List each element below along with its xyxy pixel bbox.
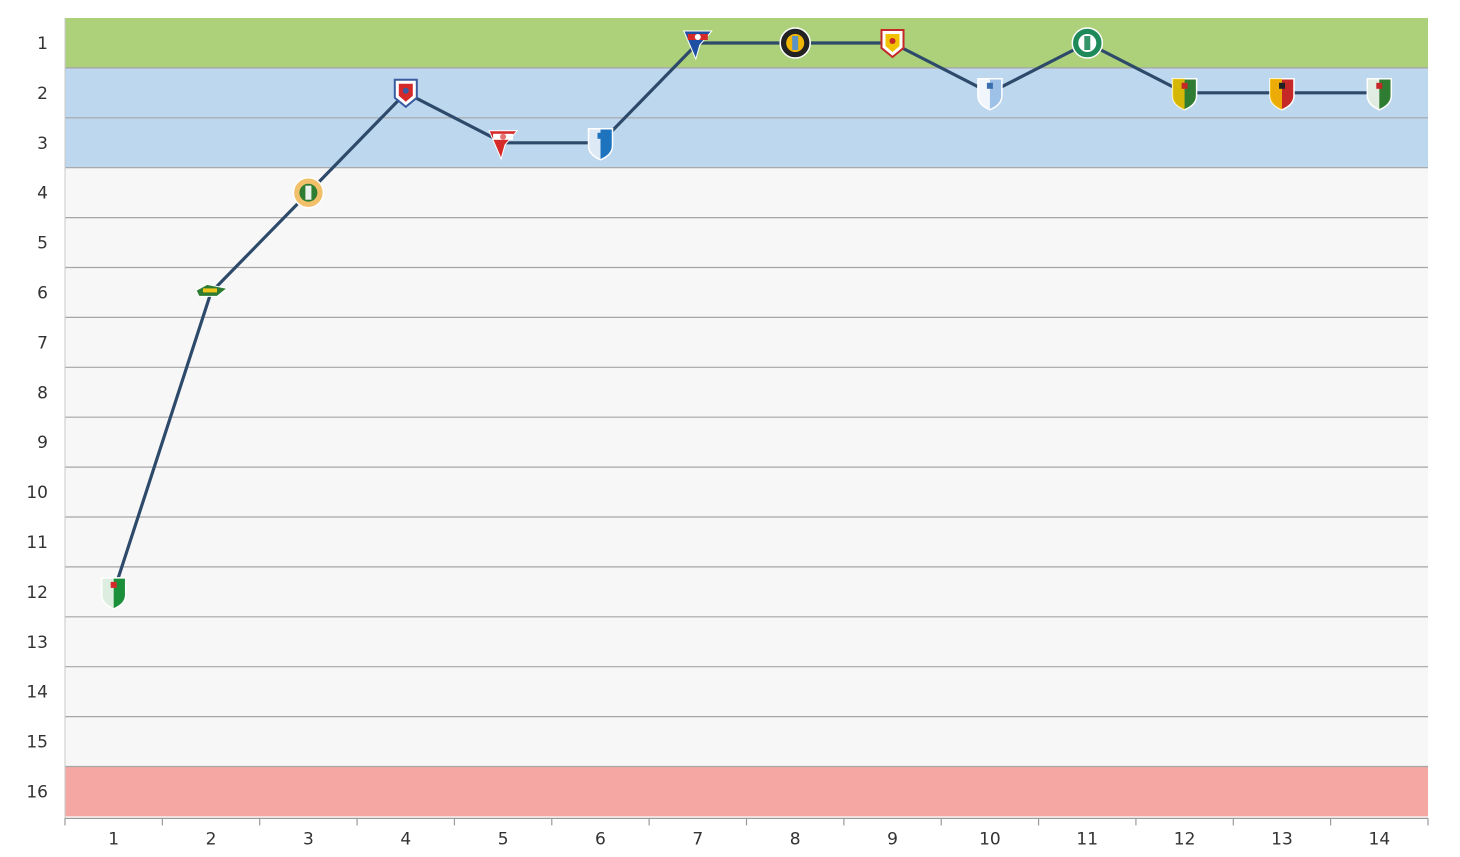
x-tick-label: 12: [1174, 829, 1196, 849]
shield-red-gold-icon: [1269, 78, 1295, 111]
y-tick-label: 5: [37, 234, 48, 254]
grid-lines: [65, 67, 1428, 768]
y-tick-label: 2: [37, 84, 48, 104]
x-tick-label: 5: [498, 829, 509, 849]
y-tick-label: 9: [37, 433, 48, 453]
gear-crest-icon: [779, 27, 811, 59]
x-tick-label: 3: [303, 829, 314, 849]
shield-green-yellow-red-icon: [1171, 78, 1198, 111]
x-tick-label: 1: [108, 829, 119, 849]
shield-blue-white-icon: [977, 78, 1003, 111]
pennant-blue-red-icon: [683, 30, 713, 61]
x-tick-label: 2: [206, 829, 217, 849]
y-tick-label: 15: [26, 733, 48, 753]
y-tick-label: 7: [37, 333, 48, 353]
y-tick-label: 8: [37, 383, 48, 403]
round-crest-yellow-green-icon: [292, 176, 325, 209]
x-tick-label: 14: [1369, 829, 1391, 849]
round-crest-green-icon: [1071, 27, 1104, 59]
shield-blue-stripes-icon: [587, 128, 614, 161]
x-tick-label: 8: [790, 829, 801, 849]
x-tick-label: 9: [887, 829, 898, 849]
series-line-group: [112, 41, 1380, 593]
x-tick-label: 10: [979, 829, 1001, 849]
y-tick-label: 11: [26, 533, 48, 553]
shield-green-red-white-icon: [1366, 78, 1393, 111]
crest-red-gold-icon: [880, 29, 905, 59]
crest-blue-red-icon: [393, 78, 418, 109]
y-tick-label: 10: [26, 483, 48, 503]
pennant-red-icon: [488, 130, 519, 161]
x-tick-label: 6: [595, 829, 606, 849]
y-tick-label: 6: [37, 283, 48, 303]
x-tick-label: 13: [1271, 829, 1293, 849]
band-bottom: [65, 766, 1428, 817]
y-tick-label: 12: [26, 583, 48, 603]
y-tick-label: 4: [37, 184, 48, 204]
y-tick-label: 1: [37, 34, 48, 54]
y-tick-label: 13: [26, 633, 48, 653]
y-tick-label: 14: [26, 683, 48, 703]
y-tick-label: 3: [37, 134, 48, 154]
x-tick-label: 7: [692, 829, 703, 849]
badge-green-yellow-icon: [195, 283, 229, 297]
x-tick-label: 4: [400, 829, 411, 849]
y-tick-label: 16: [26, 782, 48, 802]
markers: [100, 27, 1393, 610]
series-line: [112, 41, 1380, 593]
x-tick-label: 11: [1076, 829, 1098, 849]
shield-green-white-red-icon: [100, 577, 127, 610]
